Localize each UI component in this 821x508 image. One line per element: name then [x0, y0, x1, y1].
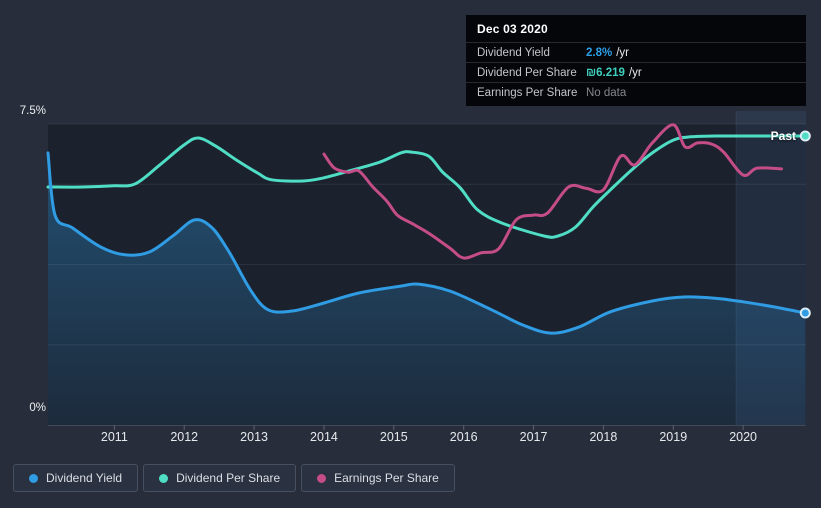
series-line-dividend-yield[interactable] — [46, 151, 807, 335]
end-marker-dividend-yield — [799, 307, 811, 319]
tooltip-value: No data — [586, 86, 627, 99]
tooltip-row-earnings-per-share: Earnings Per Share No data — [466, 82, 806, 102]
area-fill-dividend-yield — [48, 152, 806, 425]
tooltip-row-dividend-yield: Dividend Yield 2.8% /yr — [466, 42, 806, 62]
hover-tooltip: Dec 03 2020 Dividend Yield 2.8% /yr Divi… — [466, 15, 806, 106]
chart-legend: Dividend Yield Dividend Per Share Earnin… — [13, 464, 455, 492]
tooltip-label: Dividend Per Share — [477, 66, 577, 79]
legend-label: Dividend Yield — [46, 471, 123, 485]
y-axis-label-max: 7.5% — [19, 105, 46, 117]
tooltip-date: Dec 03 2020 — [477, 22, 548, 36]
dividend-yield-dot-icon — [29, 473, 38, 483]
tooltip-value-suffix: /yr — [616, 46, 629, 59]
tooltip-value: ₪6.219 — [586, 66, 625, 79]
end-marker-dividend-per-share — [799, 130, 811, 142]
earnings-per-share-dot-icon — [317, 473, 327, 483]
legend-item-dividend-per-share[interactable]: Dividend Per Share — [143, 464, 297, 492]
y-axis-label-zero: 0% — [29, 402, 46, 414]
tooltip-value: 2.8% — [586, 46, 613, 59]
dividend-per-share-dot-icon — [159, 473, 169, 483]
legend-item-dividend-yield[interactable]: Dividend Yield — [13, 464, 139, 492]
tooltip-label: Dividend Yield — [477, 46, 550, 59]
legend-label: Earnings Per Share — [334, 471, 439, 485]
legend-label: Dividend Per Share — [176, 471, 281, 485]
past-label: Past — [770, 129, 796, 143]
series-line-dividend-per-share[interactable] — [46, 134, 807, 239]
tooltip-row-dividend-per-share: Dividend Per Share ₪6.219 /yr — [466, 62, 806, 82]
legend-item-earnings-per-share[interactable]: Earnings Per Share — [301, 464, 455, 492]
tooltip-label: Earnings Per Share — [477, 86, 578, 99]
tooltip-value-suffix: /yr — [628, 66, 642, 79]
series-line-earnings-per-share[interactable] — [322, 123, 783, 260]
